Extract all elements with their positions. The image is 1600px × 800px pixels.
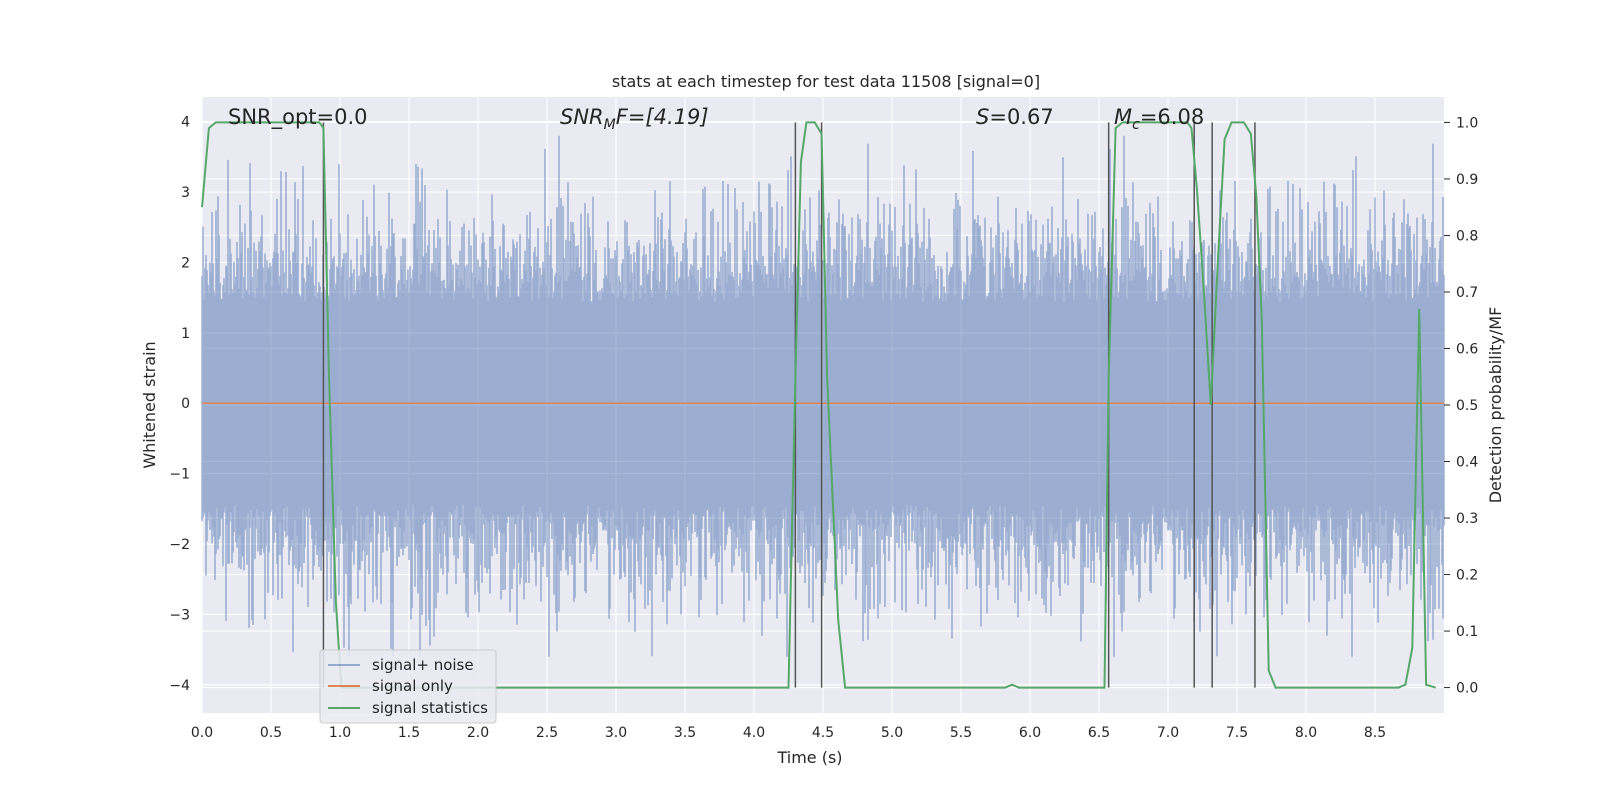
- x-axis-ticks: 0.0 0.5 1.0 1.5 2.0 2.5 3.0 3.5 4.0 4.5 5.0 5.5 6.0 6…: [191, 725, 1386, 741]
- annotation-snr-opt: SNR_opt=0.0: [228, 105, 368, 130]
- y-tick-label: 4: [181, 115, 190, 131]
- y2-tick-label: 0.7: [1456, 285, 1478, 301]
- x-tick-label: 6.0: [1019, 725, 1041, 741]
- x-tick-label: 2.0: [467, 725, 489, 741]
- legend-box: [319, 649, 497, 724]
- legend: signal+ noise signal only signal statist…: [319, 649, 497, 724]
- x-tick-label: 5.0: [881, 725, 903, 741]
- x-tick-label: 3.0: [605, 725, 627, 741]
- x-tick-label: 0.0: [191, 725, 213, 741]
- annotation-snr-mf: SNRMF=[4.19]: [560, 105, 709, 133]
- signal-plus-noise-line: [201, 135, 1445, 657]
- y-tick-label: 0: [181, 396, 190, 412]
- y-tick-label: 1: [181, 326, 190, 342]
- x-tick-label: 4.5: [812, 725, 834, 741]
- x-tick-label: 1.0: [329, 725, 351, 741]
- series-signal-plus-noise: [201, 135, 1445, 657]
- annotation-mc: Mc=6.08: [1114, 105, 1204, 133]
- x-tick-label: 7.5: [1226, 725, 1248, 741]
- y-tick-label: −1: [169, 467, 190, 483]
- legend-label-signal-only: signal only: [372, 677, 453, 695]
- y2-tick-label: 0.0: [1456, 681, 1478, 697]
- y2-tick-label: 0.9: [1456, 172, 1478, 188]
- y2-axis-label: Detection probability/MF: [1486, 307, 1505, 504]
- y-axis-label: Whitened strain: [140, 341, 159, 468]
- y2-axis-ticks: 0.0 0.1 0.2 0.3 0.4 0.5 0.6 0.7 0.8 0.9 1.0: [1444, 115, 1478, 697]
- legend-label-signal-statistics: signal statistics: [372, 699, 488, 717]
- x-tick-label: 0.5: [260, 725, 282, 741]
- y2-tick-label: 0.4: [1456, 455, 1478, 471]
- y2-tick-label: 0.6: [1456, 341, 1478, 357]
- y2-tick-label: 0.1: [1456, 624, 1478, 640]
- chart-title: stats at each timestep for test data 115…: [612, 72, 1040, 91]
- x-axis-label: Time (s): [776, 748, 842, 767]
- x-tick-label: 6.5: [1088, 725, 1110, 741]
- x-tick-label: 1.5: [398, 725, 420, 741]
- y2-tick-label: 0.5: [1456, 398, 1478, 414]
- y-axis-ticks: −4 −3 −2 −1 0 1 2 3 4: [169, 115, 190, 694]
- y-tick-label: 3: [181, 185, 190, 201]
- x-tick-label: 4.0: [743, 725, 765, 741]
- y-tick-label: −2: [169, 537, 190, 553]
- y-tick-label: −4: [169, 678, 190, 694]
- legend-label-signal-plus-noise: signal+ noise: [372, 656, 474, 674]
- y2-tick-label: 0.2: [1456, 568, 1478, 584]
- x-tick-label: 8.0: [1295, 725, 1317, 741]
- y2-tick-label: 1.0: [1456, 115, 1478, 131]
- x-tick-label: 8.5: [1364, 725, 1386, 741]
- annotation-s: S=0.67: [976, 105, 1054, 129]
- y2-tick-label: 0.3: [1456, 511, 1478, 527]
- y-tick-label: 2: [181, 255, 190, 271]
- x-tick-label: 7.0: [1157, 725, 1179, 741]
- y2-tick-label: 0.8: [1456, 228, 1478, 244]
- x-tick-label: 5.5: [950, 725, 972, 741]
- x-tick-label: 2.5: [536, 725, 558, 741]
- y-tick-label: −3: [169, 607, 190, 623]
- annotations: SNR_opt=0.0 SNRMF=[4.19] S=0.67 Mc=6.08: [228, 105, 1204, 133]
- plot-area: [201, 97, 1445, 713]
- x-tick-label: 3.5: [674, 725, 696, 741]
